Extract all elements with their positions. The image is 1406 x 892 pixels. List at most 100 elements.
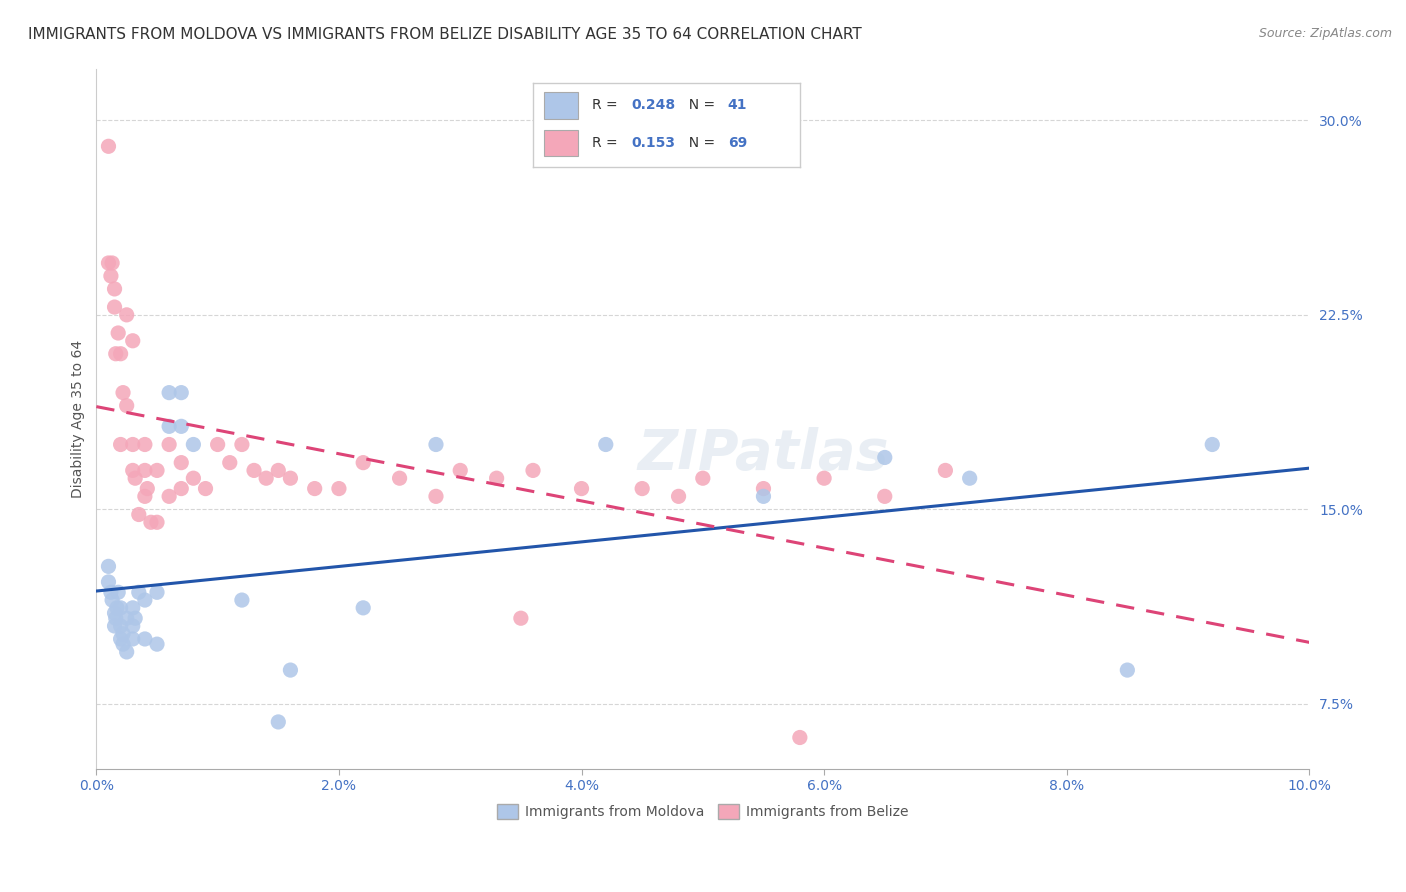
- Point: [304, 482, 326, 496]
- Point: [959, 471, 981, 485]
- Point: [110, 437, 132, 451]
- Point: [104, 347, 127, 361]
- Point: [121, 437, 143, 451]
- Text: ZIPatlas: ZIPatlas: [638, 426, 889, 481]
- Point: [103, 282, 125, 296]
- Point: [112, 627, 135, 641]
- Point: [146, 637, 169, 651]
- Point: [121, 334, 143, 348]
- Point: [873, 489, 896, 503]
- Point: [146, 463, 169, 477]
- Point: [121, 619, 143, 633]
- Point: [170, 482, 193, 496]
- Point: [752, 482, 775, 496]
- Point: [112, 637, 135, 651]
- Point: [128, 508, 150, 522]
- Point: [183, 437, 205, 451]
- Point: [328, 482, 350, 496]
- Point: [134, 463, 156, 477]
- Point: [194, 482, 217, 496]
- Point: [231, 593, 253, 607]
- Point: [280, 471, 302, 485]
- Text: Source: ZipAtlas.com: Source: ZipAtlas.com: [1258, 27, 1392, 40]
- Point: [103, 300, 125, 314]
- Point: [97, 139, 120, 153]
- Point: [631, 482, 654, 496]
- Point: [218, 456, 240, 470]
- Point: [101, 256, 124, 270]
- Legend: Immigrants from Moldova, Immigrants from Belize: Immigrants from Moldova, Immigrants from…: [492, 798, 914, 825]
- Point: [124, 471, 146, 485]
- Point: [170, 385, 193, 400]
- Point: [522, 463, 544, 477]
- Point: [105, 600, 128, 615]
- Point: [449, 463, 471, 477]
- Point: [509, 611, 531, 625]
- Point: [267, 714, 290, 729]
- Point: [752, 489, 775, 503]
- Point: [115, 308, 138, 322]
- Point: [110, 347, 132, 361]
- Point: [121, 632, 143, 646]
- Point: [121, 600, 143, 615]
- Point: [1201, 437, 1223, 451]
- Point: [139, 516, 162, 530]
- Point: [352, 456, 374, 470]
- Point: [110, 600, 132, 615]
- Point: [934, 463, 956, 477]
- Point: [104, 611, 127, 625]
- Point: [115, 399, 138, 413]
- Point: [100, 268, 122, 283]
- Point: [668, 489, 690, 503]
- Point: [101, 593, 124, 607]
- Point: [157, 437, 180, 451]
- Y-axis label: Disability Age 35 to 64: Disability Age 35 to 64: [72, 340, 86, 498]
- Point: [97, 574, 120, 589]
- Point: [112, 385, 135, 400]
- Point: [388, 471, 411, 485]
- Point: [873, 450, 896, 465]
- Point: [170, 456, 193, 470]
- Point: [692, 471, 714, 485]
- Point: [571, 482, 593, 496]
- Point: [183, 471, 205, 485]
- Point: [157, 419, 180, 434]
- Point: [813, 471, 835, 485]
- Point: [146, 516, 169, 530]
- Point: [425, 437, 447, 451]
- Point: [789, 731, 811, 745]
- Point: [134, 437, 156, 451]
- Point: [103, 619, 125, 633]
- Point: [100, 585, 122, 599]
- Point: [103, 606, 125, 620]
- Point: [267, 463, 290, 477]
- Point: [121, 463, 143, 477]
- Point: [134, 593, 156, 607]
- Point: [231, 437, 253, 451]
- Point: [1116, 663, 1139, 677]
- Text: IMMIGRANTS FROM MOLDOVA VS IMMIGRANTS FROM BELIZE DISABILITY AGE 35 TO 64 CORREL: IMMIGRANTS FROM MOLDOVA VS IMMIGRANTS FR…: [28, 27, 862, 42]
- Point: [97, 256, 120, 270]
- Point: [115, 611, 138, 625]
- Point: [124, 611, 146, 625]
- Point: [110, 632, 132, 646]
- Point: [110, 619, 132, 633]
- Point: [115, 645, 138, 659]
- Point: [254, 471, 277, 485]
- Point: [243, 463, 266, 477]
- Point: [97, 559, 120, 574]
- Point: [280, 663, 302, 677]
- Point: [107, 326, 129, 340]
- Point: [207, 437, 229, 451]
- Point: [128, 585, 150, 599]
- Point: [146, 585, 169, 599]
- Point: [134, 489, 156, 503]
- Point: [134, 632, 156, 646]
- Point: [170, 419, 193, 434]
- Point: [136, 482, 159, 496]
- Point: [485, 471, 508, 485]
- Point: [107, 585, 129, 599]
- Point: [425, 489, 447, 503]
- Point: [157, 489, 180, 503]
- Point: [157, 385, 180, 400]
